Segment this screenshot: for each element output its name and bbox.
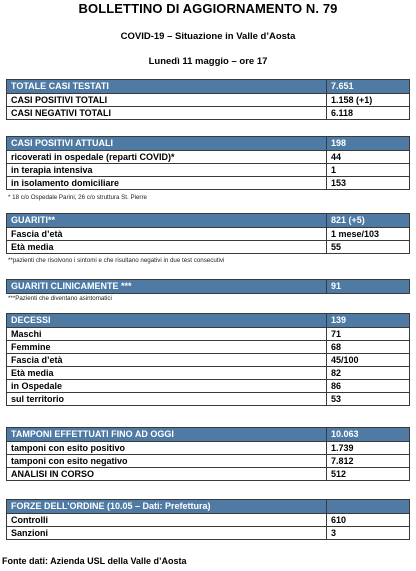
police-table: FORZE DELL’ORDINE (10.05 – Dati: Prefett…: [6, 499, 410, 540]
table-row: Fascia d’età 45/100: [6, 353, 410, 367]
recovered-header-row: GUARITI** 821 (+5): [6, 213, 410, 228]
police-header-value: [326, 499, 410, 514]
clinically-recovered-table: GUARITI CLINICAMENTE *** 91: [6, 279, 410, 294]
row-value: 610: [326, 513, 410, 527]
clinically-header-row: GUARITI CLINICAMENTE *** 91: [6, 279, 410, 294]
row-value: 3: [326, 526, 410, 540]
row-value: 512: [326, 467, 410, 481]
row-label: in isolamento domiciliare: [6, 176, 327, 190]
table-row: tamponi con esito positivo 1.739: [6, 441, 410, 455]
clinically-header-label: GUARITI CLINICAMENTE ***: [6, 279, 327, 294]
row-label: ricoverati in ospedale (reparti COVID)*: [6, 150, 327, 164]
table-row: Età media 55: [6, 240, 410, 254]
tests-table: TOTALE CASI TESTATI 7.651 CASI POSITIVI …: [6, 79, 410, 120]
row-value: 7.812: [326, 454, 410, 468]
bulletin-subtitle: COVID-19 – Situazione in Valle d’Aosta: [120, 31, 296, 42]
table-row: CASI NEGATIVI TOTALI 6.118: [6, 106, 410, 120]
row-value: 53: [326, 392, 410, 406]
active-cases-table: CASI POSITIVI ATTUALI 198 ricoverati in …: [6, 136, 410, 190]
deaths-header-label: DECESSI: [6, 313, 327, 328]
swabs-header-value: 10.063: [326, 427, 410, 442]
table-row: in terapia intensiva 1: [6, 163, 410, 177]
swabs-header-row: TAMPONI EFFETTUATI FINO AD OGGI 10.063: [6, 427, 410, 442]
clinically-footnote: ***Pazienti che diventano asintomatici: [8, 295, 112, 302]
row-value: 1: [326, 163, 410, 177]
row-value: 6.118: [326, 106, 410, 120]
row-label: Sanzioni: [6, 526, 327, 540]
row-label: Età media: [6, 366, 327, 380]
row-label: Maschi: [6, 327, 327, 341]
table-row: in isolamento domiciliare 153: [6, 176, 410, 190]
tests-header-value: 7.651: [326, 79, 410, 94]
recovered-footnote: **pazienti che risolvono i sintomi e che…: [8, 257, 225, 264]
active-footnote: * 18 c/o Ospedale Parini, 26 c/o struttu…: [8, 194, 147, 201]
active-header-label: CASI POSITIVI ATTUALI: [6, 136, 327, 151]
row-label: Femmine: [6, 340, 327, 354]
table-row: sul territorio 53: [6, 392, 410, 406]
row-label: tamponi con esito positivo: [6, 441, 327, 455]
row-label: Fascia d’età: [6, 353, 327, 367]
row-label: in Ospedale: [6, 379, 327, 393]
active-header-value: 198: [326, 136, 410, 151]
row-label: tamponi con esito negativo: [6, 454, 327, 468]
bulletin-title: BOLLETTINO DI AGGIORNAMENTO N. 79: [78, 1, 338, 16]
swabs-header-label: TAMPONI EFFETTUATI FINO AD OGGI: [6, 427, 327, 442]
row-value: 153: [326, 176, 410, 190]
tests-header-row: TOTALE CASI TESTATI 7.651: [6, 79, 410, 94]
table-row: Femmine 68: [6, 340, 410, 354]
table-row: CASI POSITIVI TOTALI 1.158 (+1): [6, 93, 410, 107]
row-value: 44: [326, 150, 410, 164]
recovered-table: GUARITI** 821 (+5) Fascia d’età 1 mese/1…: [6, 213, 410, 254]
table-row: ricoverati in ospedale (reparti COVID)* …: [6, 150, 410, 164]
row-value: 68: [326, 340, 410, 354]
row-value: 1 mese/103: [326, 227, 410, 241]
row-label: in terapia intensiva: [6, 163, 327, 177]
recovered-header-label: GUARITI**: [6, 213, 327, 228]
row-value: 55: [326, 240, 410, 254]
row-value: 71: [326, 327, 410, 341]
deaths-table: DECESSI 139 Maschi 71 Femmine 68 Fascia …: [6, 313, 410, 406]
table-row: Sanzioni 3: [6, 526, 410, 540]
row-value: 45/100: [326, 353, 410, 367]
bulletin-date: Lunedì 11 maggio – ore 17: [148, 56, 268, 67]
recovered-header-value: 821 (+5): [326, 213, 410, 228]
table-row: Età media 82: [6, 366, 410, 380]
row-value: 1.739: [326, 441, 410, 455]
row-value: 86: [326, 379, 410, 393]
table-row: Fascia d’età 1 mese/103: [6, 227, 410, 241]
row-label: sul territorio: [6, 392, 327, 406]
table-row: tamponi con esito negativo 7.812: [6, 454, 410, 468]
row-label: CASI NEGATIVI TOTALI: [6, 106, 327, 120]
table-row: Controlli 610: [6, 513, 410, 527]
row-label: Età media: [6, 240, 327, 254]
table-row: ANALISI IN CORSO 512: [6, 467, 410, 481]
police-header-row: FORZE DELL’ORDINE (10.05 – Dati: Prefett…: [6, 499, 410, 514]
police-header-label: FORZE DELL’ORDINE (10.05 – Dati: Prefett…: [6, 499, 327, 514]
row-label: Controlli: [6, 513, 327, 527]
row-value: 1.158 (+1): [326, 93, 410, 107]
data-source-footer: Fonte dati: Azienda USL della Valle d’Ao…: [2, 556, 187, 566]
active-header-row: CASI POSITIVI ATTUALI 198: [6, 136, 410, 151]
deaths-header-value: 139: [326, 313, 410, 328]
deaths-header-row: DECESSI 139: [6, 313, 410, 328]
table-row: Maschi 71: [6, 327, 410, 341]
row-value: 82: [326, 366, 410, 380]
row-label: ANALISI IN CORSO: [6, 467, 327, 481]
swabs-table: TAMPONI EFFETTUATI FINO AD OGGI 10.063 t…: [6, 427, 410, 481]
tests-header-label: TOTALE CASI TESTATI: [6, 79, 327, 94]
clinically-header-value: 91: [326, 279, 410, 294]
table-row: in Ospedale 86: [6, 379, 410, 393]
row-label: CASI POSITIVI TOTALI: [6, 93, 327, 107]
row-label: Fascia d’età: [6, 227, 327, 241]
